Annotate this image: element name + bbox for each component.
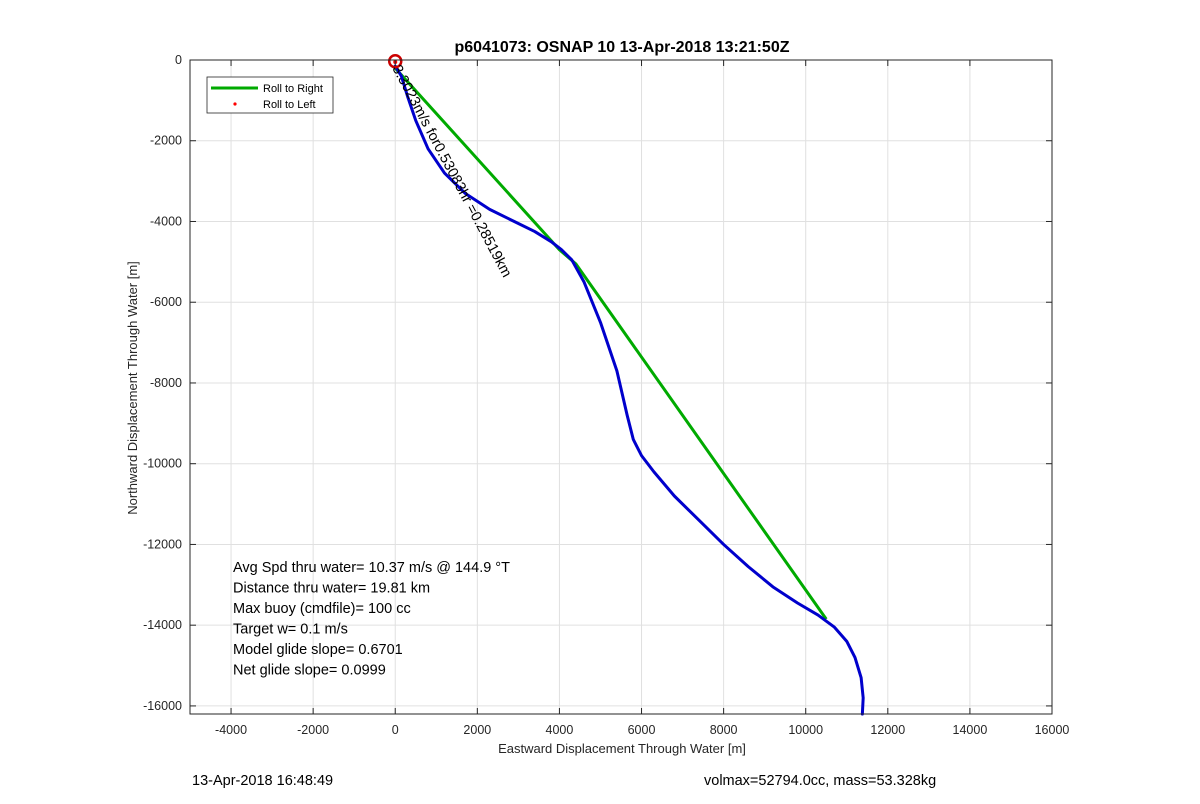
y-tick-label: -12000	[143, 537, 182, 551]
x-axis-label: Eastward Displacement Through Water [m]	[498, 741, 746, 756]
y-tick-label: 0	[175, 53, 182, 67]
start-position-marker	[387, 53, 403, 69]
x-tick-label: 8000	[710, 723, 738, 737]
glide-statistic-line: Avg Spd thru water= 10.37 m/s @ 144.9 °T	[233, 560, 510, 576]
legend-label-roll-left: Roll to Left	[263, 99, 316, 111]
y-tick-label: -14000	[143, 618, 182, 632]
glide-statistic-line: Net glide slope= 0.0999	[233, 663, 386, 679]
glide-statistics-block: Avg Spd thru water= 10.37 m/s @ 144.9 °T…	[233, 560, 510, 679]
x-tick-label: 6000	[628, 723, 656, 737]
y-axis-label: Northward Displacement Through Water [m]	[125, 261, 140, 515]
x-tick-label: 12000	[870, 723, 905, 737]
chart-axes-box	[189, 59, 1053, 715]
x-tick-label: 10000	[788, 723, 823, 737]
chart-tick-labels: -4000 -2000 0 2000 4000 6000 8000 10000 12000 140…	[143, 53, 1069, 737]
x-tick-label: 14000	[953, 723, 988, 737]
legend-label-roll-right: Roll to Right	[263, 83, 323, 95]
x-tick-label: 4000	[546, 723, 574, 737]
segment-speed-annotation: 3.3023m/s for0.53083hr =0.28519km	[388, 62, 514, 280]
x-tick-label: 16000	[1035, 723, 1070, 737]
glide-statistic-line: Max buoy (cmdfile)= 100 cc	[233, 601, 411, 617]
y-tick-label: -2000	[150, 134, 182, 148]
chart-title: p6041073: OSNAP 10 13-Apr-2018 13:21:50Z	[455, 39, 790, 56]
x-tick-label: 0	[392, 723, 399, 737]
x-tick-label: -2000	[297, 723, 329, 737]
y-tick-label: -4000	[150, 214, 182, 228]
glide-statistic-line: Target w= 0.1 m/s	[233, 622, 348, 638]
y-tick-label: -6000	[150, 295, 182, 309]
glide-statistic-line: Model glide slope= 0.6701	[233, 642, 403, 658]
y-tick-label: -10000	[143, 457, 182, 471]
footer-vol-mass: volmax=52794.0cc, mass=53.328kg	[704, 773, 937, 789]
footer-timestamp: 13-Apr-2018 16:48:49	[192, 773, 334, 789]
x-tick-label: -4000	[215, 723, 247, 737]
roll-to-right-line	[394, 67, 828, 620]
glide-statistic-line: Distance thru water= 19.81 km	[233, 581, 430, 597]
y-tick-label: -8000	[150, 376, 182, 390]
chart-legend: Roll to Right Roll to Left	[206, 76, 334, 114]
glider-track-line	[393, 64, 865, 716]
legend-box	[206, 76, 334, 114]
legend-swatch-roll-left	[233, 102, 237, 106]
chart-ticks	[190, 59, 1053, 714]
y-tick-label: -16000	[143, 699, 182, 713]
chart-series-layer	[387, 53, 865, 716]
x-tick-label: 2000	[463, 723, 491, 737]
